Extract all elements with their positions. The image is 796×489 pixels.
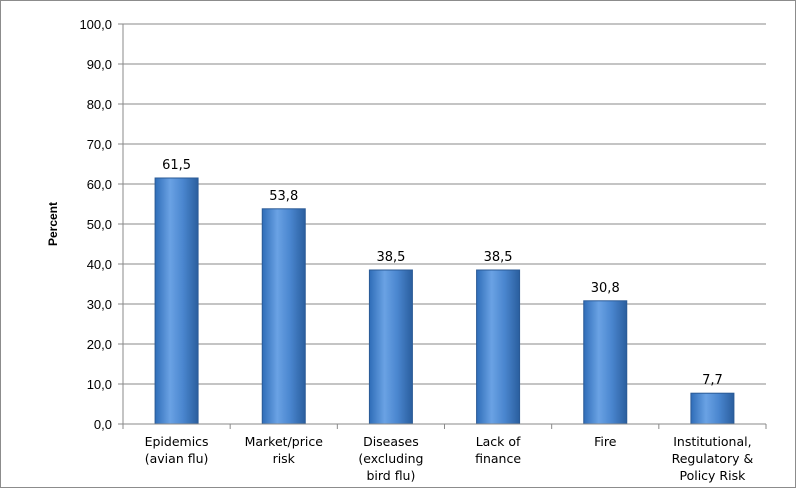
x-category-label-line: Fire — [594, 434, 617, 449]
bar — [261, 208, 306, 425]
bar — [690, 392, 735, 425]
x-category-label-line: Market/price — [245, 434, 324, 449]
y-tick-label: 50,0 — [87, 217, 112, 232]
x-category-label-line: Regulatory & — [672, 451, 754, 466]
x-category-label: Diseases (excluding bird flu) — [358, 434, 423, 483]
x-category-label: Institutional, Regulatory & Policy Risk — [672, 434, 754, 483]
y-tick-label: 10,0 — [87, 377, 112, 392]
x-category-label: Epidemics (avian flu) — [145, 434, 209, 466]
x-category-label-line: finance — [475, 451, 521, 466]
data-label: 38,5 — [484, 250, 513, 265]
x-category-label: Lack of finance — [475, 434, 521, 466]
x-category-label: Market/price risk — [245, 434, 324, 466]
bar — [154, 177, 199, 425]
data-label: 30,8 — [591, 281, 620, 296]
x-category-label-line: (excluding — [358, 451, 423, 466]
bar — [368, 269, 413, 425]
y-tick-label: 0,0 — [94, 417, 112, 432]
x-category-label-line: Epidemics — [145, 434, 209, 449]
x-category-label-line: Policy Risk — [679, 468, 746, 483]
y-axis-title: Percent — [46, 202, 60, 246]
x-category-label-line: (avian flu) — [145, 451, 209, 466]
y-tick-label: 70,0 — [87, 137, 112, 152]
bar — [583, 300, 628, 425]
x-category-label-line: Lack of — [476, 434, 521, 449]
data-label: 53,8 — [269, 189, 298, 204]
data-label: 61,5 — [162, 158, 191, 173]
data-label: 38,5 — [376, 250, 405, 265]
y-tick-label: 20,0 — [87, 337, 112, 352]
x-category-label-line: Institutional, — [673, 434, 751, 449]
data-label: 7,7 — [702, 373, 723, 388]
y-tick-label: 60,0 — [87, 177, 112, 192]
x-category-label-line: risk — [273, 451, 296, 466]
y-tick-label: 80,0 — [87, 97, 112, 112]
y-tick-label: 30,0 — [87, 297, 112, 312]
x-category-label-line: bird flu) — [366, 468, 415, 483]
y-tick-label: 90,0 — [87, 57, 112, 72]
bar — [476, 269, 521, 425]
y-tick-label: 40,0 — [87, 257, 112, 272]
x-category-label-line: Diseases — [363, 434, 419, 449]
y-tick-label: 100,0 — [79, 17, 112, 32]
x-category-label: Fire — [594, 434, 617, 449]
